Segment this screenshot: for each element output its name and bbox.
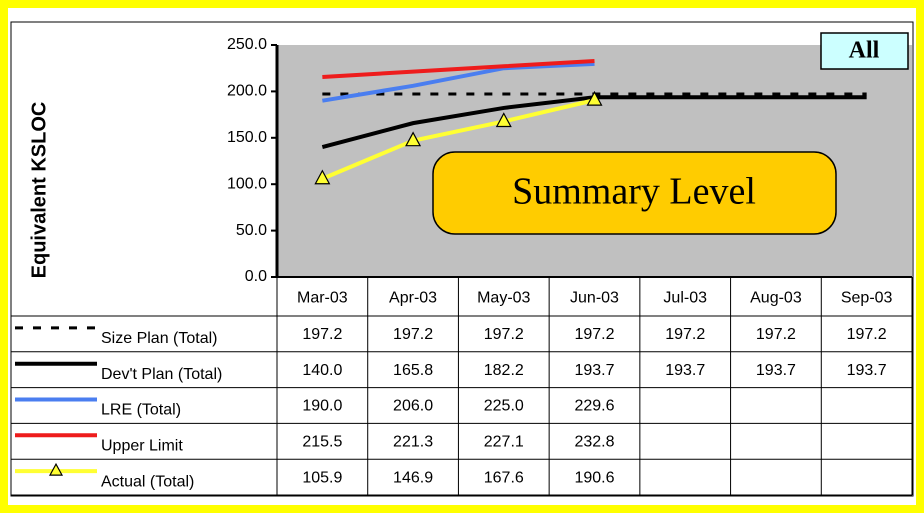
table-value: 193.7: [574, 362, 614, 379]
y-axis-label: Equivalent KSLOC: [28, 102, 50, 279]
x-tick-label: Jul-03: [663, 290, 707, 307]
table-value: 206.0: [393, 398, 433, 415]
table-value: 197.2: [847, 326, 887, 343]
table-value: 232.8: [574, 434, 614, 451]
table-value: 221.3: [393, 434, 433, 451]
legend-label: LRE (Total): [101, 402, 181, 419]
table-value: 197.2: [302, 326, 342, 343]
table-value: 193.7: [665, 362, 705, 379]
marker: [314, 169, 331, 185]
table-value: 197.2: [756, 326, 796, 343]
x-tick-label: Jun-03: [570, 290, 619, 307]
y-tick-label: 100.0: [227, 175, 267, 192]
table-value: 197.2: [665, 326, 705, 343]
x-tick-label: Apr-03: [389, 290, 437, 307]
table-value: 193.7: [847, 362, 887, 379]
annotation-box: [432, 151, 837, 235]
x-tick-label: Aug-03: [750, 290, 802, 307]
table-value: 140.0: [302, 362, 342, 379]
badge-box: [820, 32, 909, 70]
table-value: 229.6: [574, 398, 614, 415]
series-line: [322, 61, 595, 103]
table-value: 197.2: [484, 326, 524, 343]
table-value: 227.1: [484, 434, 524, 451]
x-tick-label: May-03: [477, 290, 530, 307]
y-tick-label: 50.0: [236, 222, 267, 239]
legend-marker: [48, 462, 64, 476]
annotation: Summary Level: [512, 171, 756, 213]
table-value: 167.6: [484, 469, 524, 486]
legend-label: Size Plan (Total): [101, 330, 218, 347]
table-value: 182.2: [484, 362, 524, 379]
legend-label: Dev't Plan (Total): [101, 366, 222, 383]
table-value: 165.8: [393, 362, 433, 379]
table-value: 146.9: [393, 469, 433, 486]
table-value: 225.0: [484, 398, 524, 415]
series-line: [322, 58, 595, 80]
table-value: 197.2: [574, 326, 614, 343]
border: [10, 21, 914, 497]
marker: [495, 112, 512, 128]
y-tick-label: 250.0: [227, 36, 267, 53]
marker: [586, 90, 603, 106]
badge: All: [849, 38, 880, 64]
legend-label: Actual (Total): [101, 473, 194, 490]
x-tick-label: Sep-03: [841, 290, 893, 307]
table-value: 215.5: [302, 434, 342, 451]
table-value: 197.2: [393, 326, 433, 343]
series-line: [321, 98, 595, 181]
table-value: 190.6: [574, 469, 614, 486]
x-tick-label: Mar-03: [297, 290, 348, 307]
table-value: 105.9: [302, 469, 342, 486]
y-tick-label: 200.0: [227, 83, 267, 100]
marker: [405, 131, 422, 147]
legend-label: Upper Limit: [101, 438, 183, 455]
table-value: 190.0: [302, 398, 342, 415]
table-value: 193.7: [756, 362, 796, 379]
y-tick-label: 150.0: [227, 129, 267, 146]
y-tick-label: 0.0: [245, 268, 267, 285]
